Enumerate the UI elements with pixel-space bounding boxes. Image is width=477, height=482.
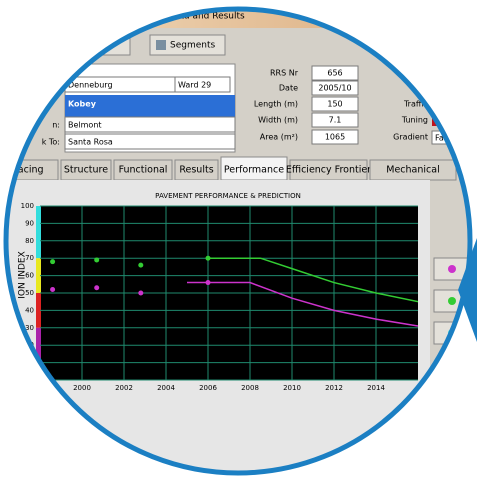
field-text: Santa Rosa (68, 138, 113, 147)
field-text: Denneburg (68, 81, 113, 90)
tab-label[interactable]: Functional (119, 165, 168, 176)
x-tick-label: 2010 (283, 384, 301, 392)
field-text: 656 (327, 69, 342, 78)
tab-label[interactable]: Structure (64, 165, 108, 176)
screenshot: eta and Results Segments Denneburg Ward … (0, 0, 477, 482)
tab-label[interactable]: Results (179, 165, 213, 176)
field-label: Gradient (393, 133, 428, 142)
field-label: Length (m) (254, 100, 298, 109)
page: {"window": {"title_fragment": "eta and R… (0, 0, 477, 482)
y-tick-label: 10 (25, 359, 34, 367)
condition-band (36, 206, 41, 258)
x-tick-label: 2008 (241, 384, 259, 392)
field-label: n: (52, 121, 60, 130)
x-tick-label: 2004 (157, 384, 175, 392)
y-tick-label: 80 (25, 237, 34, 245)
chart-title: PAVEMENT PERFORMANCE & PREDICTION (155, 192, 301, 200)
window: eta and Results Segments Denneburg Ward … (0, 0, 477, 482)
data-point (94, 257, 99, 262)
y-tick-label: 70 (25, 254, 34, 262)
x-tick-label: 2002 (115, 384, 133, 392)
field-text: 2005/10 (318, 84, 351, 93)
data-point (94, 285, 99, 290)
y-tick-label: 100 (21, 202, 34, 210)
x-tick-label: 2000 (73, 384, 91, 392)
field-label: Su (418, 69, 428, 78)
x-tick-label: 2006 (199, 384, 217, 392)
y-tick-label: 90 (25, 219, 34, 227)
field-text: 7.1 (329, 116, 342, 125)
x-tick-label: 2012 (325, 384, 343, 392)
y-tick-label: 0 (30, 376, 34, 384)
data-point (50, 287, 55, 292)
field-label: Area (m²) (260, 133, 298, 142)
segments-icon (156, 40, 166, 50)
field-label: Width (m) (258, 116, 298, 125)
data-point (138, 291, 143, 296)
toolbar-button[interactable] (60, 35, 130, 55)
tab-label[interactable]: Efficiency Frontier (286, 165, 371, 176)
tab-label[interactable]: Performance (224, 165, 284, 176)
field-label: Date (279, 84, 298, 93)
field-label: k To: (42, 138, 60, 147)
side-icon (448, 297, 456, 305)
side-icon (448, 265, 456, 273)
tab-label[interactable]: Mechanical (386, 165, 439, 176)
segments-label[interactable]: Segments (170, 41, 216, 51)
field-text: Kobey (68, 100, 97, 109)
field-label: RRS Nr (270, 69, 299, 78)
x-tick-label: 2014 (367, 384, 385, 392)
field-text: Ward 29 (178, 81, 211, 90)
y-tick-label: 60 (25, 272, 34, 280)
y-tick-label: 40 (25, 306, 34, 314)
data-point (138, 263, 143, 268)
field-text: 1065 (325, 133, 345, 142)
y-tick-label: 50 (25, 289, 34, 297)
field-label: Tuning (401, 116, 428, 125)
field-text: Belmont (68, 121, 102, 130)
data-point (50, 259, 55, 264)
field-text: 150 (327, 100, 342, 109)
